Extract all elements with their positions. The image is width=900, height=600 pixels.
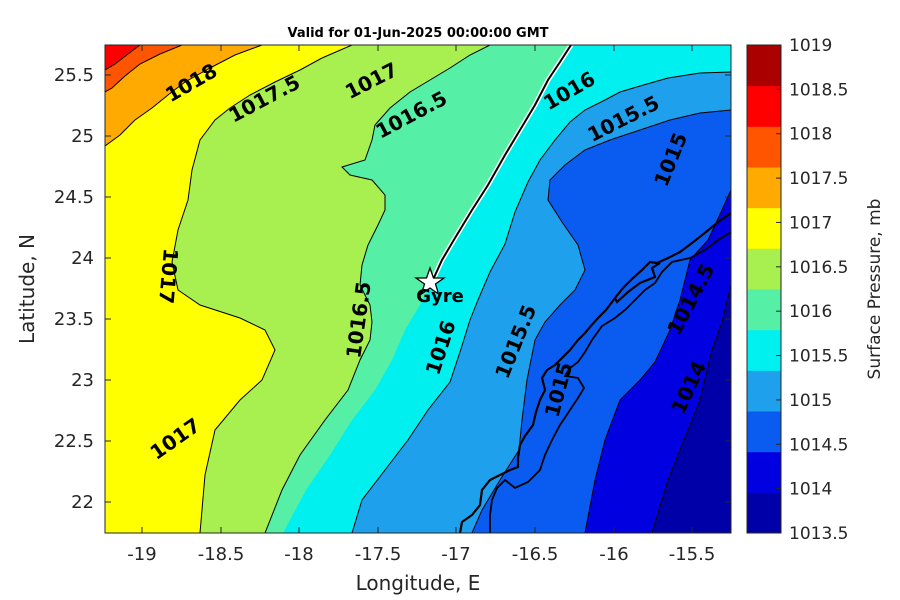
colorbar-segment bbox=[747, 492, 781, 534]
x-tick-label: -16.5 bbox=[512, 544, 559, 565]
map-plot: 1018 1017.5 1017 1016.5 1016 1015.5 1015… bbox=[105, 45, 731, 533]
x-tick-label: -18 bbox=[284, 544, 313, 565]
colorbar-tick-label: 1016.5 bbox=[789, 258, 848, 278]
site-label: Gyre bbox=[416, 286, 464, 307]
colorbar-tick-label: 1017 bbox=[789, 213, 832, 233]
colorbar-tick-label: 1015.5 bbox=[789, 347, 848, 367]
y-tick-marks bbox=[105, 74, 731, 503]
y-tick-label: 23.5 bbox=[54, 309, 94, 330]
colorbar-segment bbox=[747, 126, 781, 168]
x-tick-label: -15.5 bbox=[669, 544, 716, 565]
colorbar-segment bbox=[747, 45, 781, 87]
band-1017 bbox=[105, 45, 352, 533]
x-tick-label: -16 bbox=[599, 544, 628, 565]
x-axis-label: Longitude, E bbox=[356, 571, 481, 595]
colorbar-ticks: 1013.5 1014 1014.5 1015 1015.5 1016 1016.5 1017… bbox=[776, 36, 848, 544]
x-tick-label: -17 bbox=[441, 544, 470, 565]
x-tick-label: -18.5 bbox=[198, 544, 245, 565]
colorbar-segment bbox=[747, 248, 781, 290]
y-tick-label: 23 bbox=[71, 370, 94, 391]
colorbar-tick-label: 1019 bbox=[789, 36, 832, 56]
colorbar-segment bbox=[747, 329, 781, 371]
colorbar-tick-label: 1018.5 bbox=[789, 80, 848, 100]
colorbar-tick-label: 1017.5 bbox=[789, 169, 848, 189]
y-tick-label: 25.5 bbox=[54, 65, 94, 86]
x-tick-label: -17.5 bbox=[355, 544, 402, 565]
y-tick-label: 25 bbox=[71, 126, 94, 147]
contour-label: 1017 bbox=[154, 247, 183, 305]
colorbar-segments bbox=[747, 45, 781, 534]
colorbar-tick-label: 1013.5 bbox=[789, 524, 848, 544]
coastline bbox=[458, 212, 731, 533]
x-tick-label: -19 bbox=[127, 544, 156, 565]
axes-frame bbox=[104, 44, 732, 534]
y-tick-label: 22 bbox=[71, 492, 94, 513]
y-axis: 22 22.5 23 23.5 24 24.5 25 25.5 Latitude… bbox=[15, 65, 731, 513]
colorbar-segment bbox=[747, 167, 781, 209]
contour-lines bbox=[105, 45, 731, 533]
colorbar-label: Surface Pressure, mb bbox=[865, 199, 885, 380]
colorbar-tick-label: 1014 bbox=[789, 480, 832, 500]
y-tick-label: 24 bbox=[71, 248, 94, 269]
colorbar-segment bbox=[747, 411, 781, 453]
site-star-icon bbox=[413, 266, 447, 296]
x-tick-marks bbox=[141, 45, 693, 533]
colorbar-tick-label: 1016 bbox=[789, 302, 832, 322]
colorbar-segment bbox=[747, 451, 781, 493]
plot-title: Valid for 01-Jun-2025 00:00:00 GMT bbox=[288, 26, 549, 41]
band-1017-5 bbox=[105, 45, 262, 146]
x-axis: -19 -18.5 -18 -17.5 -17 -16.5 -16 -15.5 … bbox=[127, 45, 715, 595]
colorbar-tick-label: 1014.5 bbox=[789, 435, 848, 455]
colorbar-frame bbox=[746, 44, 782, 534]
colorbar-segment bbox=[747, 207, 781, 249]
track-line bbox=[431, 45, 572, 283]
y-tick-label: 22.5 bbox=[54, 431, 94, 452]
colorbar: 1013.5 1014 1014.5 1015 1015.5 1016 1016.5 1017… bbox=[746, 36, 885, 544]
colorbar-tick-label: 1018 bbox=[789, 125, 832, 145]
y-axis-label: Latitude, N bbox=[15, 234, 39, 344]
colorbar-segment bbox=[747, 289, 781, 331]
coastline-inner bbox=[489, 231, 731, 533]
colorbar-segment bbox=[747, 370, 781, 412]
colorbar-segment bbox=[747, 85, 781, 127]
y-tick-label: 24.5 bbox=[54, 187, 94, 208]
colorbar-tick-label: 1015 bbox=[789, 391, 832, 411]
